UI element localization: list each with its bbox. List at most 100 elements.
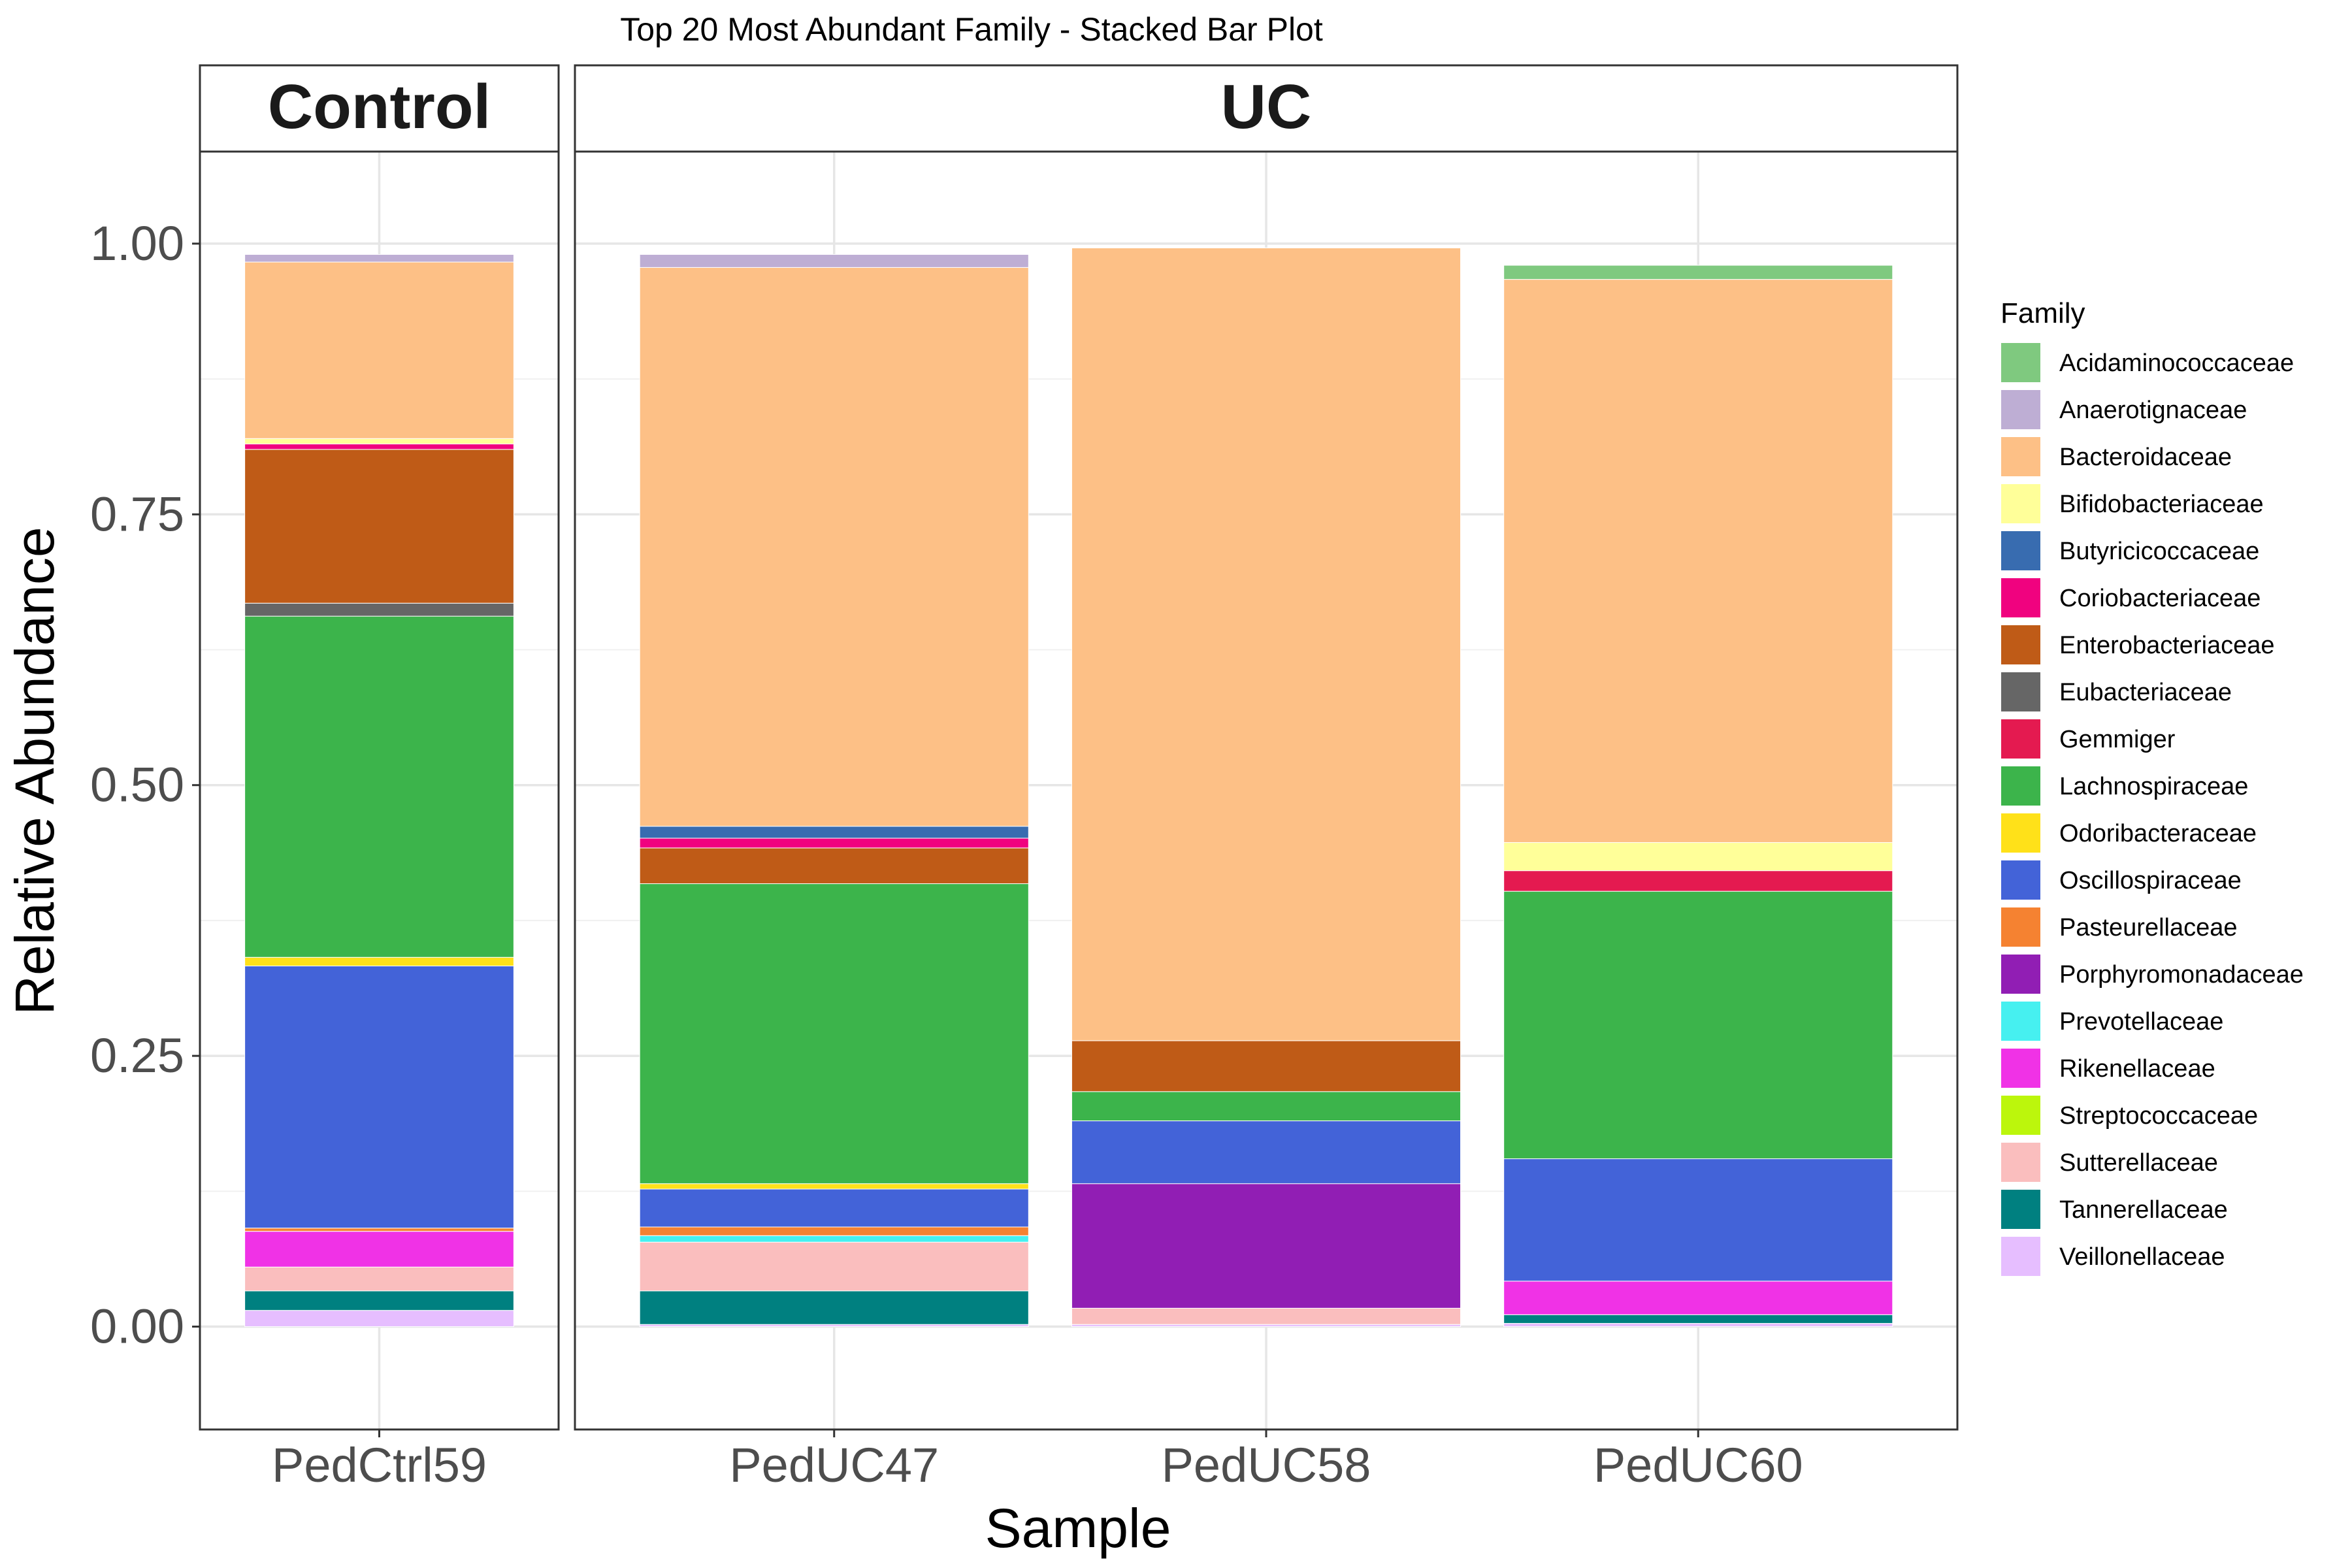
legend-key xyxy=(2000,718,2042,760)
bar-segment xyxy=(244,1310,514,1328)
facet-strip xyxy=(199,64,560,153)
legend-label: Lachnospiraceae xyxy=(2059,773,2248,800)
bar-segment xyxy=(1071,248,1462,1041)
legend-key xyxy=(2000,577,2042,619)
legend-key xyxy=(2000,483,2042,525)
x-tick-label: PedUC58 xyxy=(1162,1438,1371,1492)
legend-key xyxy=(2000,765,2042,807)
bar-segment xyxy=(639,1241,1029,1292)
bar-segment xyxy=(1071,1040,1462,1092)
bar-segment xyxy=(639,1290,1029,1325)
bar-segment xyxy=(244,261,514,439)
bar-segment xyxy=(639,838,1029,849)
legend-label: Oscillospiraceae xyxy=(2059,867,2242,894)
bar-segment xyxy=(1503,890,1893,1160)
x-tick-label: PedUC47 xyxy=(729,1438,939,1492)
legend-key xyxy=(2000,1235,2042,1277)
legend-key xyxy=(2000,1141,2042,1183)
bar-segment xyxy=(639,847,1029,885)
legend-key xyxy=(2000,1000,2042,1042)
bar-segment xyxy=(639,1183,1029,1190)
axis-layer: PedCtrl59 PedUC47 PedUC58 PedUC60 0.00 0.25 0.… xyxy=(90,216,1803,1492)
legend-title: Family xyxy=(2001,297,2085,329)
y-tick-label: 0.75 xyxy=(90,487,184,541)
legend-key xyxy=(2000,530,2042,572)
facet-strip xyxy=(574,64,1959,153)
legend-key xyxy=(2000,1188,2042,1230)
bar-segment xyxy=(244,956,514,967)
bar-segment xyxy=(639,883,1029,1184)
bar-segment xyxy=(244,438,514,445)
bar-segment xyxy=(244,253,514,263)
bar-segment xyxy=(244,615,514,958)
bar-layer xyxy=(244,248,1893,1328)
bar-segment xyxy=(639,826,1029,839)
x-axis-label: Sample xyxy=(985,1497,1171,1559)
bar-segment xyxy=(244,1290,514,1311)
bar-segment xyxy=(1503,1158,1893,1282)
legend-label: Odoribacteraceae xyxy=(2059,820,2257,847)
x-tick-label: PedCtrl59 xyxy=(272,1438,487,1492)
legend-label: Acidaminococcaceae xyxy=(2059,350,2294,377)
bar-segment xyxy=(1071,1183,1462,1309)
legend-label: Porphyromonadaceae xyxy=(2059,961,2304,988)
legend-label: Eubacteriaceae xyxy=(2059,679,2232,706)
legend-key xyxy=(2000,953,2042,995)
bar-segment xyxy=(244,444,514,450)
legend-key xyxy=(2000,342,2042,384)
legend-label: Streptococcaceae xyxy=(2059,1102,2258,1130)
facet-frames: Control UC xyxy=(199,64,1959,1431)
legend-key xyxy=(2000,389,2042,431)
x-tick-label: PedUC60 xyxy=(1593,1438,1803,1492)
bar-segment xyxy=(1503,1323,1893,1328)
bar-segment xyxy=(244,602,514,617)
bar-segment xyxy=(1071,1120,1462,1184)
bar-segment xyxy=(1503,842,1893,872)
bar-segment xyxy=(244,449,514,604)
bar-segment xyxy=(639,1188,1029,1228)
legend-label: Butyricicoccaceae xyxy=(2059,538,2259,565)
bar-segment xyxy=(244,1266,514,1292)
legend-label: Veillonellaceae xyxy=(2059,1243,2225,1271)
legend-label: Sutterellaceae xyxy=(2059,1149,2218,1177)
y-tick-label: 1.00 xyxy=(90,216,184,270)
legend-key xyxy=(2000,624,2042,666)
bar-segment xyxy=(1071,1307,1462,1325)
bar-segment xyxy=(1071,1091,1462,1122)
legend-key xyxy=(2000,906,2042,948)
bar-segment xyxy=(639,253,1029,268)
bar-segment xyxy=(1503,279,1893,843)
legend-label: Pasteurellaceae xyxy=(2059,914,2238,941)
bar-segment xyxy=(639,267,1029,827)
legend-label: Gemmiger xyxy=(2059,726,2176,753)
legend-label: Bacteroidaceae xyxy=(2059,444,2232,471)
y-tick-label: 0.25 xyxy=(90,1028,184,1083)
legend-key xyxy=(2000,436,2042,478)
bar-segment xyxy=(244,1231,514,1267)
legend: Acidaminococcaceae Anaerotignaceae Bactero… xyxy=(2000,342,2304,1277)
chart-title: Top 20 Most Abundant Family - Stacked Ba… xyxy=(620,11,1323,48)
bar-segment xyxy=(1503,1314,1893,1324)
facet-label: UC xyxy=(1221,72,1312,142)
legend-label: Anaerotignaceae xyxy=(2059,397,2247,424)
legend-label: Enterobacteriaceae xyxy=(2059,632,2275,659)
legend-key xyxy=(2000,1094,2042,1136)
bar-segment xyxy=(1503,870,1893,892)
bar-segment xyxy=(244,1228,514,1232)
y-axis-label: Relative Abundance xyxy=(4,527,65,1015)
bar-segment xyxy=(639,1226,1029,1236)
y-tick-label: 0.00 xyxy=(90,1299,184,1354)
legend-label: Rikenellaceae xyxy=(2059,1055,2215,1083)
legend-key xyxy=(2000,812,2042,854)
y-tick-label: 0.50 xyxy=(90,758,184,812)
bar-segment xyxy=(244,966,514,1229)
legend-label: Prevotellaceae xyxy=(2059,1008,2223,1036)
legend-key xyxy=(2000,1047,2042,1089)
bar-segment xyxy=(639,1235,1029,1243)
legend-label: Tannerellaceae xyxy=(2059,1196,2228,1224)
bar-segment xyxy=(1503,1281,1893,1315)
legend-key xyxy=(2000,859,2042,901)
legend-label: Bifidobacteriaceae xyxy=(2059,491,2264,518)
facet-label: Control xyxy=(268,72,491,142)
